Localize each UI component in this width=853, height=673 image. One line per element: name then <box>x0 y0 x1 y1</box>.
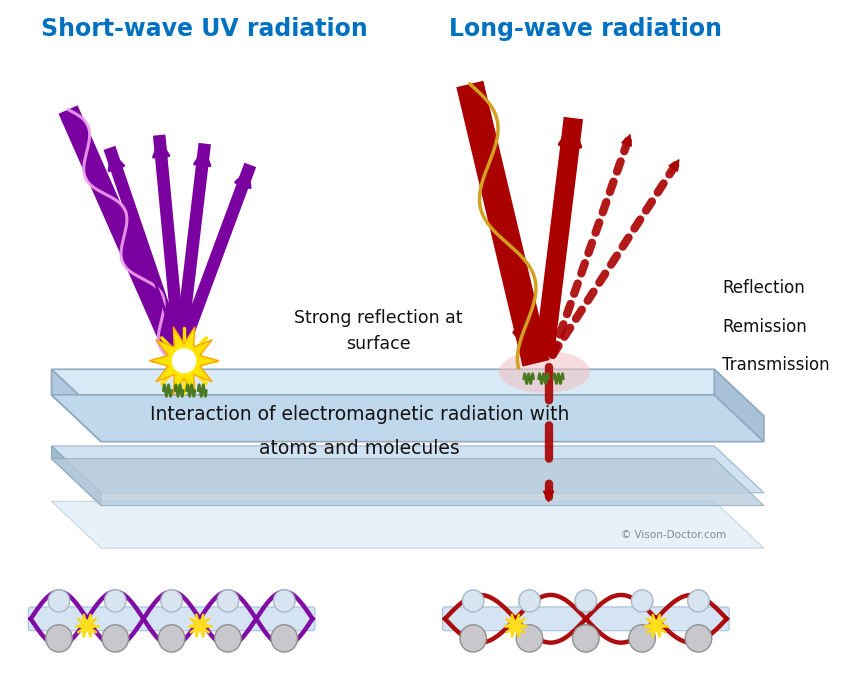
Text: Strong reflection at
surface: Strong reflection at surface <box>294 309 462 353</box>
Polygon shape <box>149 327 218 395</box>
Text: Short-wave UV radiation: Short-wave UV radiation <box>41 17 368 40</box>
Polygon shape <box>51 369 101 441</box>
Circle shape <box>574 590 596 612</box>
Circle shape <box>684 625 711 652</box>
Polygon shape <box>51 369 763 416</box>
Text: Long-wave radiation: Long-wave radiation <box>449 17 722 40</box>
Polygon shape <box>51 446 101 505</box>
Circle shape <box>630 590 653 612</box>
Circle shape <box>214 625 241 652</box>
Circle shape <box>460 625 486 652</box>
Circle shape <box>628 625 654 652</box>
Circle shape <box>687 590 708 612</box>
Polygon shape <box>713 369 763 441</box>
Circle shape <box>515 625 543 652</box>
FancyBboxPatch shape <box>442 607 728 631</box>
Circle shape <box>104 590 126 612</box>
Circle shape <box>273 590 294 612</box>
Polygon shape <box>189 616 211 635</box>
FancyBboxPatch shape <box>28 607 315 631</box>
Circle shape <box>461 590 484 612</box>
Circle shape <box>172 349 195 373</box>
Polygon shape <box>51 395 763 441</box>
Polygon shape <box>51 501 763 548</box>
Text: Remission: Remission <box>722 318 806 336</box>
Text: © Vison-Doctor.com: © Vison-Doctor.com <box>621 530 726 540</box>
Circle shape <box>572 625 598 652</box>
Circle shape <box>158 625 184 652</box>
Circle shape <box>518 590 540 612</box>
Text: Interaction of electromagnetic radiation with
atoms and molecules: Interaction of electromagnetic radiation… <box>150 405 569 458</box>
Circle shape <box>270 625 297 652</box>
Text: Transmission: Transmission <box>722 356 829 374</box>
Circle shape <box>102 625 128 652</box>
Polygon shape <box>76 616 98 635</box>
Polygon shape <box>51 459 763 505</box>
Circle shape <box>217 590 239 612</box>
Ellipse shape <box>498 351 589 393</box>
Circle shape <box>160 590 183 612</box>
Polygon shape <box>51 446 763 493</box>
Text: Reflection: Reflection <box>722 279 804 297</box>
Circle shape <box>48 590 70 612</box>
Polygon shape <box>504 616 525 635</box>
Circle shape <box>45 625 73 652</box>
Polygon shape <box>645 616 666 635</box>
